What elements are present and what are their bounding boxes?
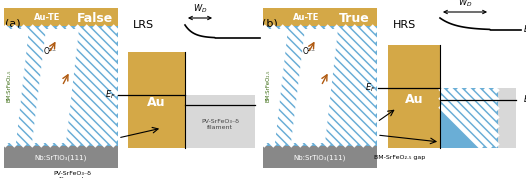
Text: BM:SrFeO₂.₅: BM:SrFeO₂.₅ <box>6 70 12 102</box>
Text: Nb:SrTiO₃(111): Nb:SrTiO₃(111) <box>35 155 87 161</box>
Text: BM-SrFeO₂.₅ gap: BM-SrFeO₂.₅ gap <box>375 155 426 160</box>
Bar <box>388 45 440 148</box>
Text: HRS: HRS <box>393 20 416 30</box>
Text: O²⁻: O²⁻ <box>302 46 316 56</box>
Bar <box>263 26 377 146</box>
Bar <box>4 26 118 146</box>
Text: (a): (a) <box>5 18 21 28</box>
Bar <box>4 8 118 26</box>
Text: O²⁻: O²⁻ <box>44 46 56 56</box>
Text: PV-SrFeO₃₋δ
filament: PV-SrFeO₃₋δ filament <box>53 171 91 178</box>
Bar <box>263 8 377 26</box>
Text: Au-TE: Au-TE <box>293 14 319 22</box>
Bar <box>440 88 498 148</box>
Text: $E_C$: $E_C$ <box>262 32 274 44</box>
Bar <box>128 52 185 148</box>
Text: True: True <box>339 12 370 25</box>
Text: False: False <box>77 12 113 25</box>
Text: $E_F$: $E_F$ <box>105 89 116 101</box>
Polygon shape <box>0 29 29 143</box>
Text: Au-TE: Au-TE <box>34 14 60 22</box>
Text: $E_V$: $E_V$ <box>523 94 526 106</box>
Polygon shape <box>258 29 288 143</box>
Text: $E_C$: $E_C$ <box>523 24 526 36</box>
Text: $W_D$: $W_D$ <box>458 0 472 9</box>
Polygon shape <box>291 29 338 143</box>
Bar <box>263 146 377 168</box>
Text: Au: Au <box>404 93 423 106</box>
Text: Nb:SrTiO₃(111): Nb:SrTiO₃(111) <box>294 155 346 161</box>
Bar <box>498 88 516 148</box>
Text: LRS: LRS <box>133 20 154 30</box>
Polygon shape <box>32 29 79 143</box>
Text: PV-SrFeO₃₋δ
filament: PV-SrFeO₃₋δ filament <box>201 119 239 130</box>
Text: $E_F$: $E_F$ <box>365 82 376 94</box>
Text: Au: Au <box>147 96 166 109</box>
Text: $E_V$: $E_V$ <box>262 99 274 111</box>
Bar <box>185 95 255 148</box>
Bar <box>4 146 118 168</box>
Text: BM:SrFeO₂.₅: BM:SrFeO₂.₅ <box>266 70 270 102</box>
Text: $W_D$: $W_D$ <box>193 2 207 15</box>
Text: (b): (b) <box>262 18 278 28</box>
